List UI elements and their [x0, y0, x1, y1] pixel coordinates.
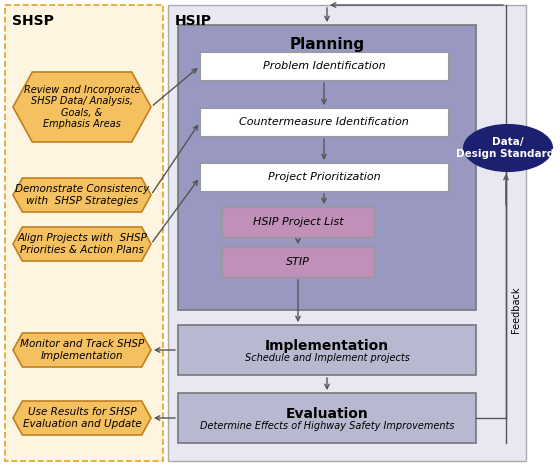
Ellipse shape — [464, 125, 552, 171]
Polygon shape — [13, 227, 151, 261]
Text: HSIP Project List: HSIP Project List — [253, 217, 343, 227]
Text: Schedule and Implement projects: Schedule and Implement projects — [245, 353, 409, 363]
Polygon shape — [13, 72, 151, 142]
Text: SHSP: SHSP — [12, 14, 54, 28]
FancyBboxPatch shape — [178, 393, 476, 443]
FancyBboxPatch shape — [222, 247, 374, 277]
Text: Monitor and Track SHSP
Implementation: Monitor and Track SHSP Implementation — [20, 339, 144, 361]
Polygon shape — [13, 178, 151, 212]
FancyBboxPatch shape — [178, 325, 476, 375]
Text: Align Projects with  SHSP
Priorities & Action Plans: Align Projects with SHSP Priorities & Ac… — [17, 233, 147, 255]
FancyBboxPatch shape — [5, 5, 163, 461]
FancyBboxPatch shape — [200, 163, 448, 191]
Text: Problem Identification: Problem Identification — [263, 61, 385, 71]
Text: Data/
Design Standards: Data/ Design Standards — [456, 137, 560, 159]
Text: Review and Incorporate
SHSP Data/ Analysis,
Goals, &
Emphasis Areas: Review and Incorporate SHSP Data/ Analys… — [24, 85, 140, 130]
FancyBboxPatch shape — [200, 108, 448, 136]
Text: Determine Effects of Highway Safety Improvements: Determine Effects of Highway Safety Impr… — [200, 421, 454, 431]
FancyBboxPatch shape — [222, 207, 374, 237]
Text: Countermeasure Identification: Countermeasure Identification — [239, 117, 409, 127]
Polygon shape — [13, 333, 151, 367]
Text: Planning: Planning — [290, 37, 365, 52]
Polygon shape — [13, 401, 151, 435]
Text: Project Prioritization: Project Prioritization — [268, 172, 380, 182]
Text: STIP: STIP — [286, 257, 310, 267]
Text: Implementation: Implementation — [265, 339, 389, 353]
Text: Use Results for SHSP
Evaluation and Update: Use Results for SHSP Evaluation and Upda… — [22, 407, 141, 429]
Text: Evaluation: Evaluation — [286, 407, 368, 421]
Text: HSIP: HSIP — [175, 14, 212, 28]
FancyBboxPatch shape — [200, 52, 448, 80]
FancyBboxPatch shape — [168, 5, 526, 461]
Text: Feedback: Feedback — [511, 287, 521, 333]
Text: Demonstrate Consistency
with  SHSP Strategies: Demonstrate Consistency with SHSP Strate… — [15, 184, 149, 206]
FancyBboxPatch shape — [178, 25, 476, 310]
